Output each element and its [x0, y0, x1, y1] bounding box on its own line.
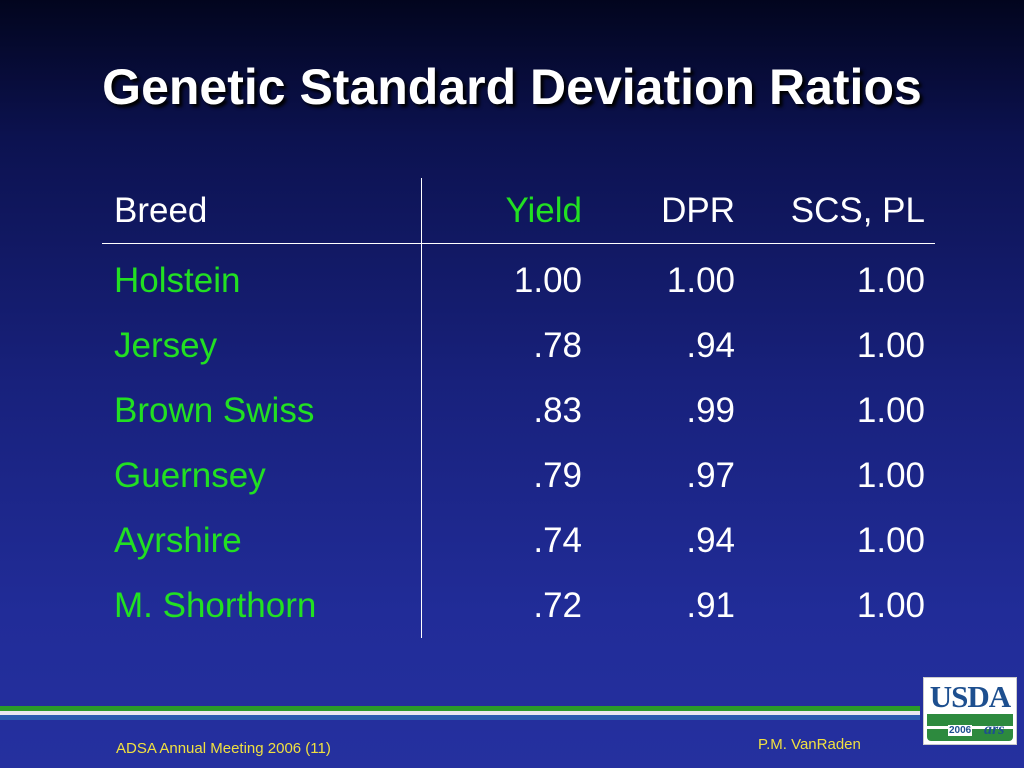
yield-value: .74	[533, 520, 582, 560]
table-header-row: Breed Yield DPR SCS, PL	[102, 178, 935, 244]
scs-value: 1.00	[856, 260, 925, 300]
footer-divider-white	[0, 711, 920, 715]
usda-logo: USDA 2006 ars	[923, 677, 1017, 745]
yield-value: 1.00	[513, 260, 582, 300]
breed-name: Holstein	[102, 243, 422, 313]
scs-value: 1.00	[856, 455, 925, 495]
dpr-value: .94	[686, 325, 735, 365]
scs-value: 1.00	[856, 520, 925, 560]
yield-value: .72	[533, 585, 582, 625]
slide-title: Genetic Standard Deviation Ratios	[102, 59, 922, 115]
scs-value: 1.00	[856, 325, 925, 365]
breed-name: Brown Swiss	[102, 378, 422, 443]
table-row: M. Shorthorn .72 .91 1.00	[102, 573, 935, 638]
usda-logo-year: 2006	[948, 725, 973, 736]
ars-logo-icon: ars	[984, 721, 1005, 738]
header-scs-pl: SCS, PL	[735, 178, 935, 244]
table-row: Ayrshire .74 .94 1.00	[102, 508, 935, 573]
yield-value: .83	[533, 390, 582, 430]
dpr-value: .94	[686, 520, 735, 560]
usda-logo-letters: USDA	[929, 679, 1011, 714]
table-row: Jersey .78 .94 1.00	[102, 313, 935, 378]
yield-value: .78	[533, 325, 582, 365]
breed-name: Ayrshire	[102, 508, 422, 573]
table-row: Guernsey .79 .97 1.00	[102, 443, 935, 508]
table-row: Brown Swiss .83 .99 1.00	[102, 378, 935, 443]
breed-name: M. Shorthorn	[102, 573, 422, 638]
header-yield: Yield	[421, 178, 582, 244]
header-breed: Breed	[102, 178, 422, 244]
dpr-value: .91	[686, 585, 735, 625]
footer-meeting-label: ADSA Annual Meeting 2006 (11)	[116, 740, 331, 757]
dpr-value: .97	[686, 455, 735, 495]
footer-divider-blue	[0, 715, 920, 720]
dpr-value: .99	[686, 390, 735, 430]
scs-value: 1.00	[856, 585, 925, 625]
breed-name: Guernsey	[102, 443, 422, 508]
footer-author: P.M. VanRaden	[758, 736, 861, 753]
footer-divider-green	[0, 706, 920, 711]
table-row: Holstein 1.00 1.00 1.00	[102, 243, 935, 313]
ratio-table: Breed Yield DPR SCS, PL Holstein 1.00 1.…	[102, 178, 935, 638]
breed-name: Jersey	[102, 313, 422, 378]
header-dpr: DPR	[582, 178, 735, 244]
scs-value: 1.00	[856, 390, 925, 430]
dpr-value: 1.00	[666, 260, 735, 300]
yield-value: .79	[533, 455, 582, 495]
